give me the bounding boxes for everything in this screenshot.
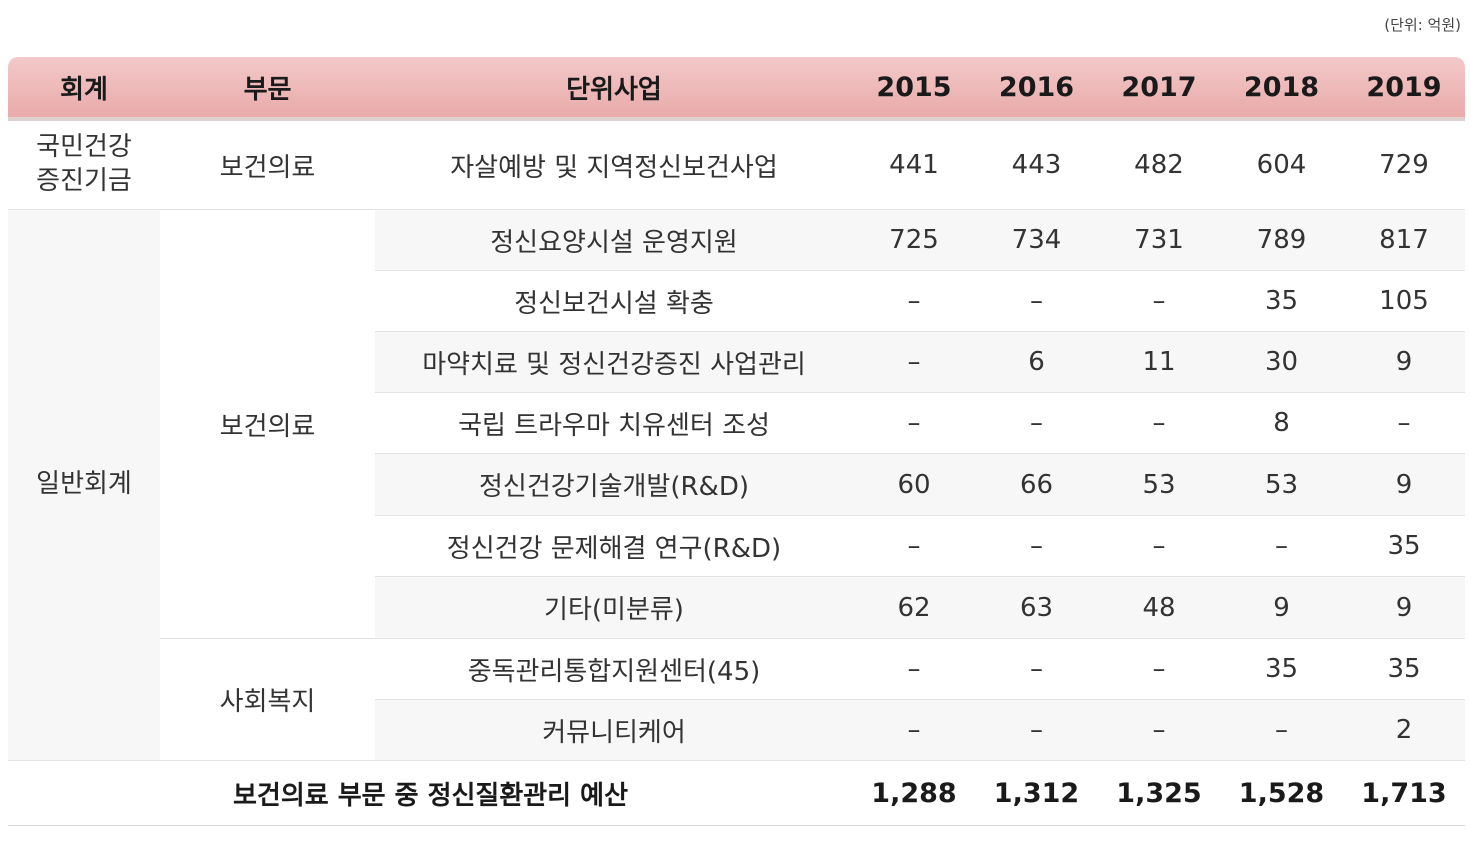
account-cell: 일반회계: [8, 210, 160, 761]
table-row: 정신건강기술개발(R&D) 60 66 53 53 9: [8, 454, 1465, 516]
value-cell: 11: [1098, 332, 1220, 393]
program-cell: 커뮤니티케어: [375, 700, 853, 761]
total-row: 보건의료 부문 중 정신질환관리 예산 1,288 1,312 1,325 1,…: [8, 761, 1465, 826]
total-value: 1,713: [1343, 761, 1465, 826]
program-cell: 자살예방 및 지역정신보건사업: [375, 121, 853, 210]
value-cell: 443: [975, 121, 1098, 210]
program-cell: 정신보건시설 확충: [375, 271, 853, 332]
value-cell: 725: [853, 210, 975, 271]
program-cell: 정신건강 문제해결 연구(R&D): [375, 516, 853, 577]
program-cell: 중독관리통합지원센터(45): [375, 639, 853, 700]
table-row: 국민건강 증진기금 보건의료 자살예방 및 지역정신보건사업 441 443 48…: [8, 121, 1465, 210]
value-cell: –: [1220, 700, 1343, 761]
value-cell: 35: [1343, 516, 1465, 577]
value-cell: 62: [853, 577, 975, 639]
table-row: 정신건강 문제해결 연구(R&D) – – – – 35: [8, 516, 1465, 577]
header-sector: 부문: [160, 57, 375, 121]
value-cell: –: [853, 639, 975, 700]
total-value: 1,528: [1220, 761, 1343, 826]
value-cell: –: [853, 700, 975, 761]
value-cell: –: [975, 393, 1098, 454]
program-cell: 기타(미분류): [375, 577, 853, 639]
header-year: 2018: [1220, 57, 1343, 121]
value-cell: 9: [1220, 577, 1343, 639]
value-cell: –: [1098, 516, 1220, 577]
total-value: 1,312: [975, 761, 1098, 826]
unit-label: (단위: 억원): [1384, 16, 1461, 34]
header-year: 2017: [1098, 57, 1220, 121]
table-row: 사회복지 중독관리통합지원센터(45) – – – 35 35: [8, 639, 1465, 761]
header-year: 2015: [853, 57, 975, 121]
table-row: 국립 트라우마 치유센터 조성 – – – 8 –: [8, 393, 1465, 454]
value-cell: 35: [1220, 639, 1343, 700]
header-year: 2019: [1343, 57, 1465, 121]
value-cell: –: [975, 271, 1098, 332]
total-value: 1,288: [853, 761, 975, 826]
value-cell: 105: [1343, 271, 1465, 332]
value-cell: –: [853, 393, 975, 454]
value-cell: –: [1098, 639, 1220, 700]
total-value: 1,325: [1098, 761, 1220, 826]
table-row: 일반회계 보건의료 정신요양시설 운영지원 725 734 731 789 81…: [8, 210, 1465, 761]
table-row: 기타(미분류) 62 63 48 9 9: [8, 577, 1465, 639]
value-cell: –: [1098, 271, 1220, 332]
header-program: 단위사업: [375, 57, 853, 121]
header-row: 회계 부문 단위사업 2015 2016 2017 2018 2019: [8, 57, 1465, 121]
program-cell: 정신건강기술개발(R&D): [375, 454, 853, 516]
value-cell: 35: [1220, 271, 1343, 332]
value-cell: 817: [1343, 210, 1465, 271]
value-cell: 53: [1098, 454, 1220, 516]
value-cell: 731: [1098, 210, 1220, 271]
value-cell: –: [1098, 393, 1220, 454]
program-cell: 국립 트라우마 치유센터 조성: [375, 393, 853, 454]
value-cell: 35: [1343, 639, 1465, 700]
value-cell: 66: [975, 454, 1098, 516]
value-cell: 9: [1343, 577, 1465, 639]
value-cell: 441: [853, 121, 975, 210]
sector-cell: 보건의료: [160, 121, 375, 210]
table-row: 커뮤니티케어 – – – – 2: [8, 700, 1465, 761]
total-label: 보건의료 부문 중 정신질환관리 예산: [8, 761, 853, 826]
account-label: 국민건강 증진기금: [36, 132, 132, 196]
value-cell: 48: [1098, 577, 1220, 639]
value-cell: –: [1220, 516, 1343, 577]
value-cell: –: [975, 639, 1098, 700]
value-cell: 729: [1343, 121, 1465, 210]
sector-cell: 사회복지: [160, 639, 375, 761]
value-cell: 53: [1220, 454, 1343, 516]
value-cell: –: [1098, 700, 1220, 761]
value-cell: –: [975, 700, 1098, 761]
value-cell: –: [853, 332, 975, 393]
value-cell: 604: [1220, 121, 1343, 210]
account-cell: 국민건강 증진기금: [8, 121, 160, 210]
value-cell: 8: [1220, 393, 1343, 454]
value-cell: 789: [1220, 210, 1343, 271]
header-account: 회계: [8, 57, 160, 121]
sector-cell: 보건의료: [160, 210, 375, 639]
value-cell: 60: [853, 454, 975, 516]
budget-table: 회계 부문 단위사업 2015 2016 2017 2018 2019 국민건강…: [8, 57, 1465, 826]
value-cell: 9: [1343, 454, 1465, 516]
program-cell: 마약치료 및 정신건강증진 사업관리: [375, 332, 853, 393]
table-row: 정신보건시설 확충 – – – 35 105: [8, 271, 1465, 332]
value-cell: 63: [975, 577, 1098, 639]
value-cell: –: [1343, 393, 1465, 454]
header-year: 2016: [975, 57, 1098, 121]
program-cell: 정신요양시설 운영지원: [375, 210, 853, 271]
value-cell: –: [853, 516, 975, 577]
value-cell: 30: [1220, 332, 1343, 393]
table-row: 마약치료 및 정신건강증진 사업관리 – 6 11 30 9: [8, 332, 1465, 393]
value-cell: –: [853, 271, 975, 332]
value-cell: 6: [975, 332, 1098, 393]
value-cell: –: [975, 516, 1098, 577]
value-cell: 734: [975, 210, 1098, 271]
value-cell: 2: [1343, 700, 1465, 761]
value-cell: 9: [1343, 332, 1465, 393]
value-cell: 482: [1098, 121, 1220, 210]
